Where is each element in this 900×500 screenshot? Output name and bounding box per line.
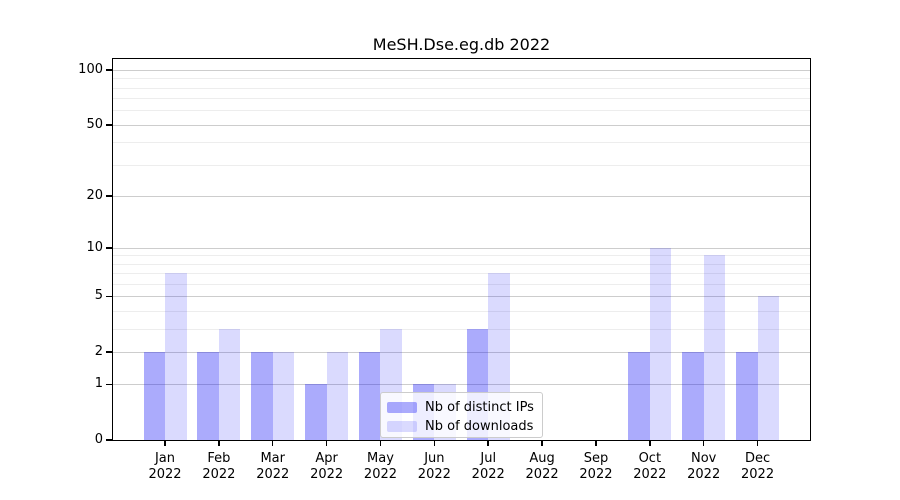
- x-tick-label: Nov 2022: [687, 451, 721, 482]
- y-tick-label: 50: [86, 116, 103, 132]
- y-tick-label: 0: [94, 432, 103, 447]
- x-tick-mark: [541, 441, 543, 446]
- legend-label-downloads: Nb of downloads: [425, 419, 534, 434]
- gridline-major: [113, 351, 810, 353]
- bar-downloads: [272, 351, 295, 440]
- chart-title: MeSH.Dse.eg.db 2022: [372, 35, 551, 54]
- y-tick-mark: [106, 295, 112, 298]
- x-tick-label: Aug 2022: [525, 451, 559, 482]
- x-tick-mark: [756, 441, 759, 446]
- x-tick-mark: [487, 441, 489, 446]
- gridline-minor: [113, 263, 810, 265]
- x-tick-label: Sep 2022: [579, 451, 613, 482]
- gridline-minor: [113, 328, 810, 330]
- legend-swatch-distinct-ips: [387, 402, 417, 413]
- x-tick-mark: [379, 441, 382, 446]
- bar-distinct-ips: [736, 351, 758, 440]
- x-tick-label: Mar 2022: [256, 451, 290, 482]
- x-tick-label: Oct 2022: [633, 451, 667, 482]
- y-tick-label: 5: [94, 288, 103, 304]
- legend-swatch-downloads: [387, 421, 417, 432]
- bar-distinct-ips: [682, 351, 704, 440]
- x-tick-mark: [649, 441, 651, 446]
- x-tick-mark: [164, 441, 166, 446]
- y-tick-label: 20: [86, 187, 103, 203]
- x-tick-label: Apr 2022: [310, 451, 344, 482]
- bar-distinct-ips: [143, 351, 165, 440]
- y-tick-mark: [106, 439, 112, 441]
- x-tick-mark: [702, 441, 705, 446]
- x-tick-mark: [218, 441, 220, 446]
- legend-label-distinct-ips: Nb of distinct IPs: [425, 400, 534, 415]
- legend-entry-downloads: Nb of downloads: [387, 417, 534, 436]
- plot-border: [112, 58, 811, 441]
- y-tick-label: 10: [86, 239, 103, 255]
- gridline-minor: [113, 164, 810, 166]
- x-tick-label: Jan 2022: [148, 451, 182, 482]
- bar-distinct-ips: [358, 351, 381, 440]
- x-tick-label: May 2022: [363, 451, 398, 482]
- y-tick-label: 1: [94, 376, 103, 392]
- gridline-minor: [113, 142, 810, 144]
- legend-entry-distinct-ips: Nb of distinct IPs: [387, 398, 534, 417]
- x-tick-mark: [271, 441, 274, 446]
- bar-downloads: [757, 296, 780, 440]
- bar-downloads: [649, 247, 672, 440]
- y-tick-label: 2: [94, 343, 103, 359]
- bar-downloads: [326, 351, 349, 440]
- gridline-major: [113, 384, 810, 386]
- y-tick-mark: [106, 247, 112, 249]
- bar-distinct-ips: [628, 351, 650, 440]
- gridline-major: [113, 70, 810, 71]
- x-tick-label: Jun 2022: [417, 451, 451, 482]
- bar-distinct-ips: [251, 351, 273, 440]
- y-tick-mark: [106, 69, 112, 71]
- y-tick-label: 100: [78, 62, 103, 77]
- bar-downloads: [165, 273, 187, 440]
- legend: Nb of distinct IPs Nb of downloads: [380, 392, 543, 438]
- bar-downloads: [218, 328, 241, 440]
- gridline-minor: [113, 98, 810, 100]
- y-tick-mark: [106, 351, 112, 353]
- x-tick-mark: [595, 441, 597, 446]
- gridline-minor: [113, 255, 810, 257]
- gridline-minor: [113, 310, 810, 312]
- gridline-minor: [113, 283, 810, 285]
- bar-downloads: [703, 255, 726, 440]
- x-tick-mark: [325, 441, 328, 446]
- gridline-major: [113, 296, 810, 298]
- bar-distinct-ips: [197, 351, 219, 440]
- gridline-major: [113, 124, 810, 126]
- gridline-minor: [113, 87, 810, 89]
- bar-distinct-ips: [305, 384, 327, 440]
- y-tick-mark: [106, 195, 112, 197]
- x-tick-label: Jul 2022: [471, 451, 505, 482]
- gridline-minor: [113, 78, 810, 80]
- gridline-major: [113, 195, 810, 197]
- x-tick-mark: [433, 441, 436, 446]
- gridline-major: [113, 247, 810, 249]
- gridline-minor: [113, 110, 810, 112]
- gridline-minor: [113, 273, 810, 275]
- y-tick-mark: [106, 124, 112, 126]
- y-tick-mark: [106, 383, 112, 386]
- x-tick-label: Dec 2022: [741, 451, 775, 482]
- x-tick-label: Feb 2022: [202, 451, 236, 482]
